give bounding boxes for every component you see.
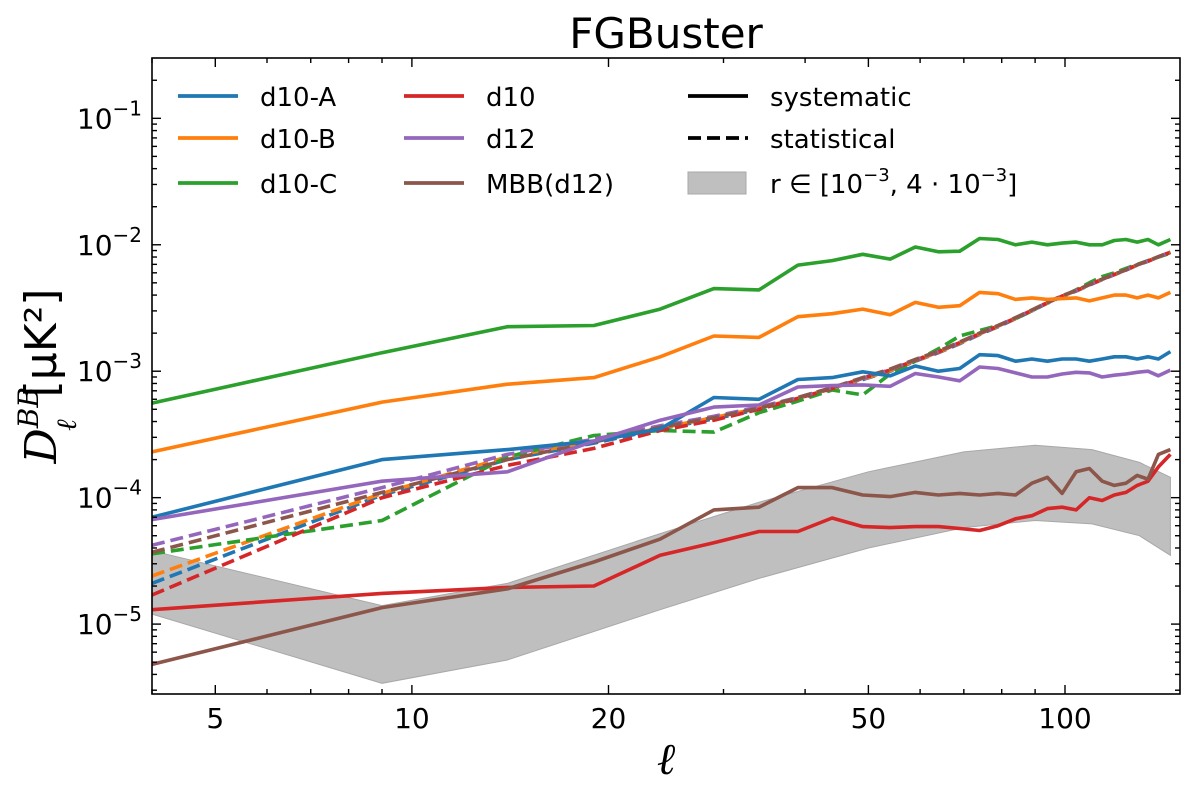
chart-title: FGBuster: [569, 9, 763, 58]
legend-label-d10-a: d10-A: [260, 83, 336, 113]
legend-swatch-band: [687, 171, 747, 195]
x-tick-label: 20: [591, 702, 627, 735]
y-axis-label: DBB ℓ [μK²]: [12, 289, 83, 465]
x-tick-label: 50: [851, 702, 887, 735]
y-axis-label-symbol: D: [16, 428, 67, 464]
x-tick-label: 5: [206, 702, 224, 735]
y-tick-label: 10−1: [77, 96, 142, 135]
legend-label-d12: d12: [486, 125, 536, 155]
y-tick-label: 10−3: [77, 349, 142, 388]
series-line-d10: [151, 453, 1172, 612]
r-range-band-layer: [151, 444, 1171, 684]
legend-label-d10: d10: [486, 83, 536, 113]
series-line-mbb-d12: [151, 447, 1172, 667]
y-axis-label-unit: [μK²]: [16, 289, 67, 398]
y-axis-label-subscript: ℓ: [50, 419, 83, 431]
x-tick-label: 100: [1038, 702, 1091, 735]
legend-label-d10-c: d10-C: [260, 170, 337, 200]
legend-label-band: r ∈ [10−3, 4 · 10−3]: [770, 165, 1017, 200]
tick-layer: 5 10 20 50 100 10−5 10−4 10−3 10−2 10−1: [77, 58, 1180, 735]
legend: d10-A d10-B d10-C d10 d12 MBB(d12) systematic s…: [178, 83, 1017, 200]
series-line-d10-c: [151, 236, 1172, 405]
x-tick-label: 10: [394, 702, 430, 735]
series-line-d10-b: [151, 290, 1172, 454]
y-tick-label: 10−2: [77, 223, 142, 262]
x-axis-label: ℓ: [657, 734, 676, 785]
y-tick-label: 10−5: [77, 602, 142, 641]
legend-label-systematic: systematic: [770, 83, 912, 113]
legend-label-mbb-d12: MBB(d12): [486, 170, 614, 200]
r-range-band: [151, 444, 1171, 684]
plot-frame: [151, 57, 1181, 695]
legend-label-statistical: statistical: [770, 125, 896, 155]
series-line-d10-statistical: [151, 250, 1172, 597]
legend-label-d10-b: d10-B: [260, 125, 336, 155]
y-tick-label: 10−4: [77, 476, 142, 515]
series-line-d12: [151, 365, 1172, 522]
y-axis-label-superscript: BB: [12, 387, 45, 429]
series-line-mbb-d12-statistical: [151, 250, 1172, 555]
series-line-d10-a: [151, 350, 1172, 519]
series-layer: [151, 236, 1172, 667]
